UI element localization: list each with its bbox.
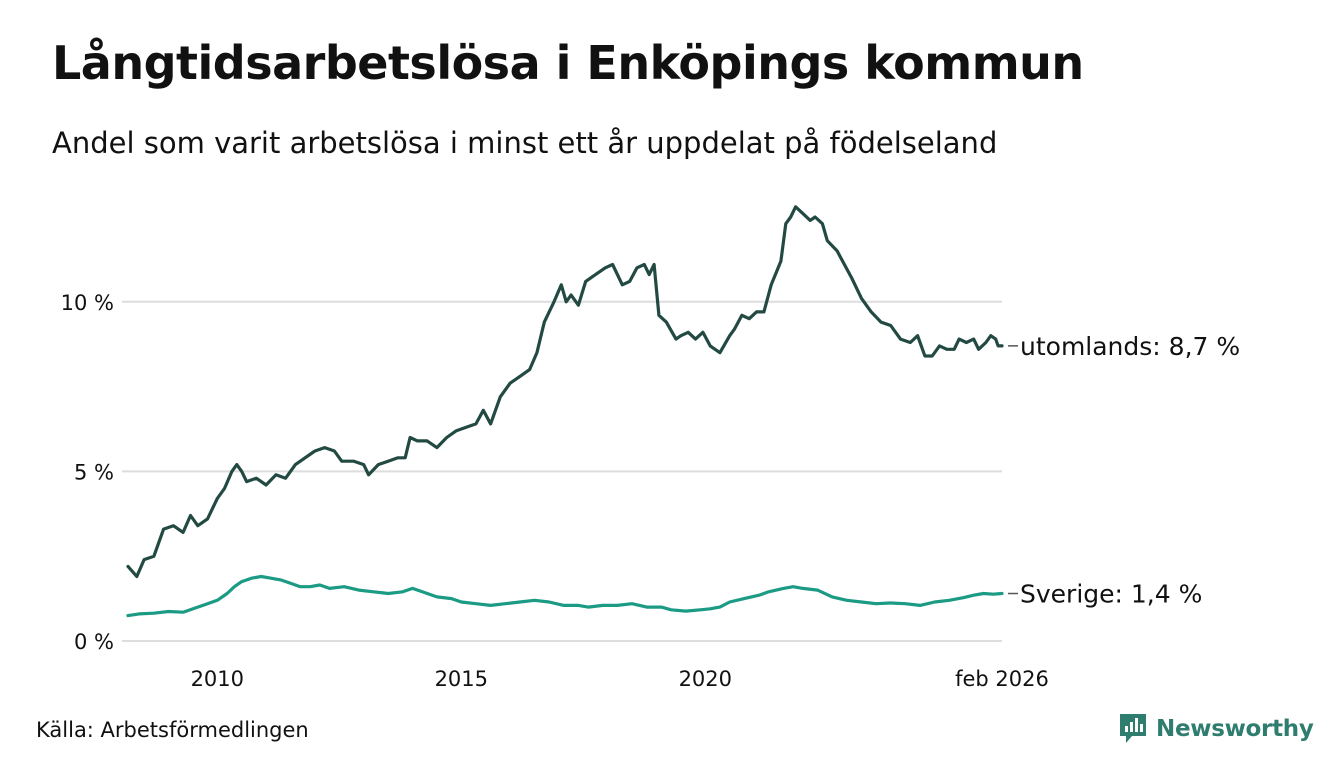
- y-axis: 0 % 5 % 10 %: [61, 291, 114, 654]
- x-tick-label: 2010: [191, 667, 244, 691]
- chart-subtitle: Andel som varit arbetslösa i minst ett å…: [52, 126, 998, 160]
- series-line-sverige: [126, 574, 1004, 618]
- source-note: Källa: Arbetsförmedlingen: [36, 718, 309, 742]
- brand-name: Newsworthy: [1156, 716, 1314, 742]
- series-lines: [126, 205, 1004, 618]
- x-tick-label: 2015: [435, 667, 488, 691]
- grid-lines: [122, 300, 1002, 642]
- end-label-utomlands: utomlands: 8,7 %: [1020, 332, 1240, 361]
- x-tick-label: feb 2026: [955, 667, 1049, 691]
- y-tick-label: 10 %: [61, 291, 114, 315]
- x-tick-label: 2020: [679, 667, 732, 691]
- x-axis: 2010 2015 2020 feb 2026: [191, 667, 1049, 691]
- newsworthy-logo-icon: [1120, 714, 1146, 743]
- series-end-labels: utomlands: 8,7 % Sverige: 1,4 %: [1008, 332, 1240, 609]
- series-line-utomlands: [126, 205, 1004, 579]
- chart-title: Långtidsarbetslösa i Enköpings kommun: [52, 36, 1084, 90]
- end-label-sverige: Sverige: 1,4 %: [1020, 580, 1202, 609]
- brand-logo: Newsworthy: [1118, 712, 1314, 746]
- y-tick-label: 5 %: [74, 460, 114, 484]
- y-tick-label: 0 %: [74, 630, 114, 654]
- line-chart: 0 % 5 % 10 % 2010 2015 2020 feb 2026 utomland…: [61, 205, 1240, 691]
